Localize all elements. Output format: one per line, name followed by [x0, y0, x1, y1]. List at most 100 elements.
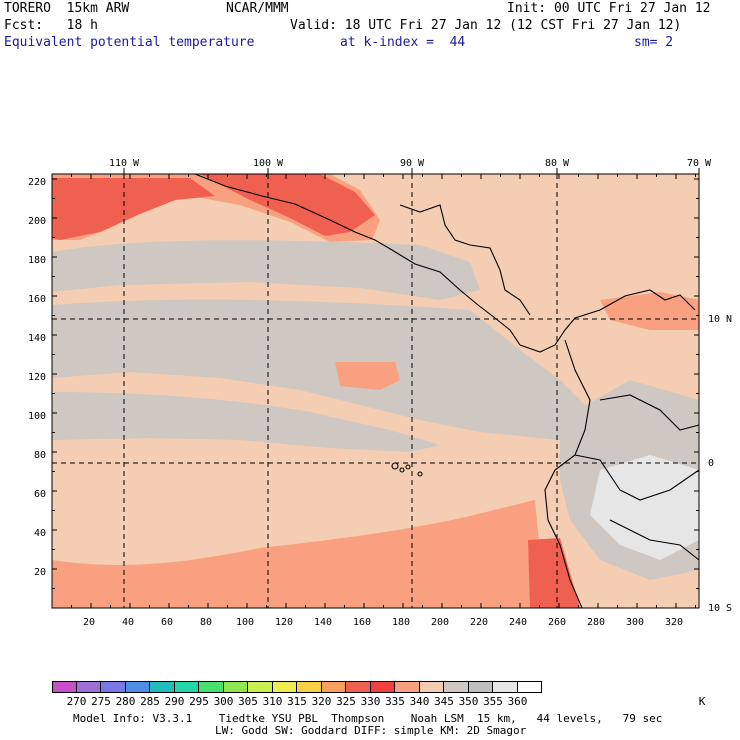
warm-venezuela	[600, 292, 699, 330]
colorbar-swatch	[395, 681, 420, 693]
colorbar-label: 300	[213, 695, 234, 708]
forecast-hour: Fcst: 18 h	[4, 18, 98, 33]
cool-band-lower	[52, 392, 440, 452]
y-axis-labels: 220 200 180 160 140 120 100 80 60 40 20	[28, 177, 46, 578]
y-tick-label: 220	[28, 177, 46, 188]
colorbar-label: 285	[140, 695, 160, 708]
x-tick-label: 200	[431, 617, 449, 628]
bolivia-border	[609, 519, 700, 561]
colorbar-swatch	[199, 681, 224, 693]
footer-model-info: Model Info: V3.3.1 Tiedtke YSU PBL Thomp…	[73, 712, 663, 725]
colorbar-swatch	[297, 681, 322, 693]
galapagos-island-4	[417, 471, 423, 477]
andes-border	[574, 454, 700, 501]
colorbar-swatch	[444, 681, 469, 693]
warm-band-south	[52, 500, 545, 608]
y-tick-label: 180	[28, 255, 46, 266]
x-tick-label: 320	[665, 617, 683, 628]
colorbar-swatch	[468, 681, 493, 693]
init-time: Init: 00 UTC Fri 27 Jan 12	[507, 1, 711, 16]
colorbar-label: 275	[91, 695, 111, 708]
x-tick-label: 240	[509, 617, 527, 628]
model-title: TORERO 15km ARW	[4, 1, 130, 16]
colorbar-swatch	[248, 681, 273, 693]
x-tick-label: 80	[200, 617, 212, 628]
x-tick-label: 40	[122, 617, 134, 628]
colorbar-label: 335	[385, 695, 405, 708]
map-frame	[51, 173, 700, 609]
y-tick-label: 200	[28, 216, 46, 227]
y-tick-label: 100	[28, 411, 46, 422]
x-axis-labels: 20 40 60 80 100 120 140 160 180 200 220 …	[83, 617, 683, 628]
colorbar-swatch	[346, 681, 371, 693]
cool-band-central	[52, 299, 600, 440]
colorbar-swatch	[52, 681, 77, 693]
lat-label-10s: 10 S	[708, 603, 732, 614]
colorbar-label: 360	[507, 695, 528, 708]
x-tick-label: 120	[275, 617, 293, 628]
cold-andes	[590, 455, 699, 560]
x-tick-label: 300	[626, 617, 644, 628]
colorbar-label: 320	[311, 695, 332, 708]
map-fill	[52, 174, 699, 608]
colorbar-label: 355	[483, 695, 503, 708]
colorbar-swatch	[76, 681, 101, 693]
lon-label-80w: 80 W	[545, 158, 570, 169]
x-tick-label: 60	[161, 617, 173, 628]
y-tick-label: 160	[28, 294, 46, 305]
colorbar-label: 330	[360, 695, 381, 708]
colorbar-label: 305	[238, 695, 258, 708]
right-latitude-labels: 10 N 0 10 S	[708, 314, 732, 614]
colorbar-swatch	[517, 681, 542, 693]
valid-time: Valid: 18 UTC Fri 27 Jan 12 (12 CST Fri …	[290, 18, 682, 33]
colorbar-label: 325	[336, 695, 356, 708]
level-label: at k-index = 44	[340, 35, 466, 50]
colorbar-swatch	[174, 681, 199, 693]
footer-physics-info: LW: Godd SW: Goddard DIFF: simple KM: 2D…	[215, 724, 527, 737]
smoothing-label: sm= 2	[634, 35, 674, 50]
top-longitude-labels: 110 W 100 W 90 W 80 W 70 W	[109, 158, 712, 169]
colorbar-label: 290	[164, 695, 185, 708]
colorbar-label: 280	[115, 695, 136, 708]
y-tick-label: 40	[34, 528, 46, 539]
cool-band-north	[52, 240, 480, 300]
hot-peru-coast	[528, 538, 580, 608]
x-tick-label: 160	[353, 617, 371, 628]
x-tick-label: 100	[236, 617, 254, 628]
x-tick-label: 20	[83, 617, 95, 628]
field-name: Equivalent potential temperature	[4, 35, 255, 50]
lon-label-90w: 90 W	[400, 158, 425, 169]
colorbar-swatch	[493, 681, 518, 693]
lat-label-10n: 10 N	[708, 314, 732, 325]
x-tick-label: 140	[314, 617, 332, 628]
lon-label-100w: 100 W	[253, 158, 284, 169]
colorbar-label: 345	[434, 695, 454, 708]
colorbar-unit: K	[698, 695, 706, 708]
colorbar-swatch	[125, 681, 150, 693]
axis-ticks	[51, 168, 700, 609]
y-tick-label: 140	[28, 333, 46, 344]
y-tick-label: 60	[34, 489, 46, 500]
colorbar-label: 350	[458, 695, 479, 708]
colorbar-swatch	[101, 681, 126, 693]
x-tick-label: 180	[392, 617, 410, 628]
lon-label-110w: 110 W	[109, 158, 140, 169]
y-tick-label: 120	[28, 372, 46, 383]
center-label: NCAR/MMM	[226, 1, 289, 16]
colorbar-label: 310	[262, 695, 283, 708]
x-tick-label: 220	[470, 617, 488, 628]
colorbar-swatch	[272, 681, 297, 693]
colorbar-label: 340	[409, 695, 430, 708]
hot-core-nw	[52, 178, 215, 240]
x-tick-label: 260	[548, 617, 566, 628]
amazon-border	[599, 394, 700, 431]
x-tick-label: 280	[587, 617, 605, 628]
colorbar-swatch	[150, 681, 175, 693]
colorbar-label: 295	[189, 695, 209, 708]
galapagos-island-3	[405, 464, 411, 470]
y-tick-label: 20	[34, 567, 46, 578]
colorbar-label: 315	[287, 695, 307, 708]
y-tick-label: 80	[34, 450, 46, 461]
lon-label-70w: 70 W	[687, 158, 712, 169]
